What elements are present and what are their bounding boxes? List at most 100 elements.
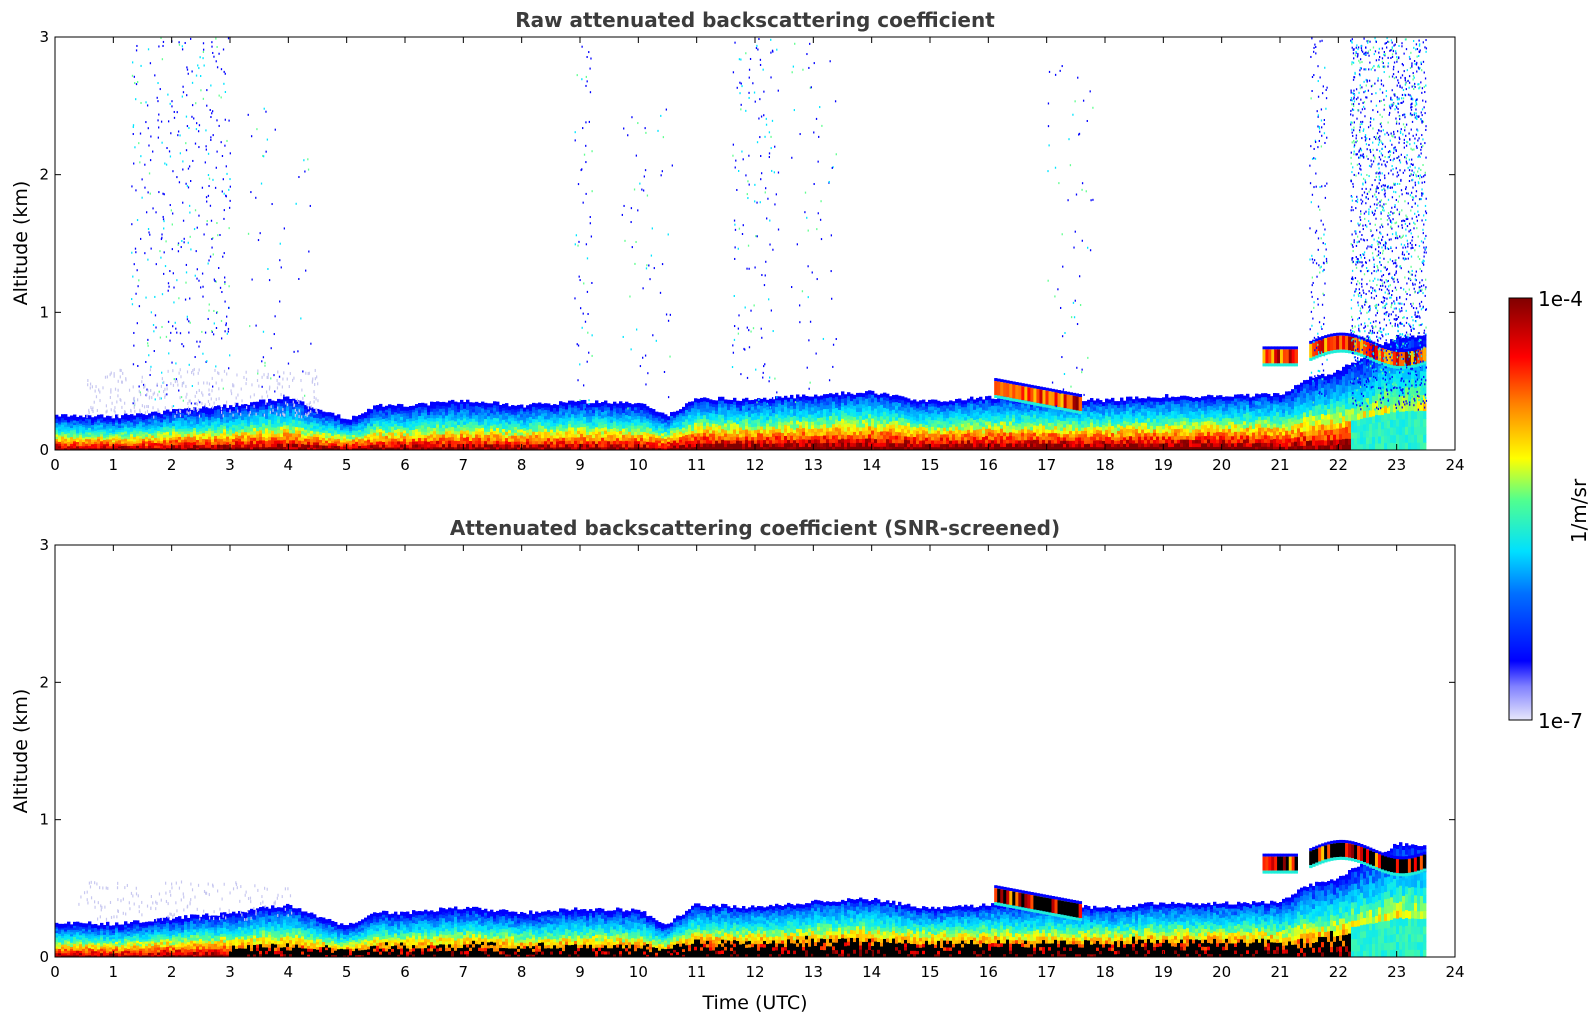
- data-cell: [70, 418, 74, 422]
- data-cell: [409, 435, 413, 439]
- data-cell: [691, 417, 695, 422]
- data-cell: [592, 409, 596, 414]
- data-cell: [784, 409, 788, 415]
- data-cell: [883, 438, 887, 443]
- data-cell: [856, 422, 860, 428]
- layer-top-edge: [403, 406, 407, 411]
- data-cell: [409, 408, 413, 413]
- data-cell: [178, 417, 182, 421]
- data-cell: [517, 410, 521, 415]
- data-cell: [568, 413, 572, 418]
- data-cell: [595, 433, 599, 438]
- data-cell: [514, 432, 518, 436]
- data-cell: [196, 418, 200, 422]
- data-cell: [166, 420, 170, 424]
- data-cell: [115, 438, 119, 442]
- data-cell: [1048, 422, 1052, 427]
- data-cell: [1039, 443, 1043, 448]
- data-cell: [715, 443, 719, 448]
- data-cell: [328, 447, 332, 450]
- data-cell: [469, 417, 473, 422]
- data-cell: [385, 408, 389, 413]
- data-cell: [604, 443, 608, 448]
- data-cell: [778, 417, 782, 422]
- data-cell: [61, 445, 65, 449]
- data-cell: [130, 447, 134, 450]
- data-cell: [1003, 435, 1007, 440]
- data-cell: [796, 438, 800, 444]
- data-cell: [445, 443, 449, 448]
- data-cell: [955, 439, 959, 444]
- data-cell: [514, 414, 518, 419]
- data-cell: [772, 436, 776, 441]
- data-cell: [502, 434, 506, 439]
- data-cell: [208, 422, 212, 426]
- data-cell: [670, 445, 674, 449]
- data-cell: [268, 425, 272, 430]
- data-cell: [694, 439, 698, 444]
- data-cell: [604, 413, 608, 418]
- data-cell: [802, 412, 806, 417]
- data-cell: [466, 436, 470, 441]
- data-cell: [469, 405, 473, 409]
- data-cell: [430, 420, 434, 425]
- data-cell: [916, 424, 920, 428]
- layer-top-edge: [706, 398, 710, 403]
- data-cell: [256, 443, 260, 448]
- data-cell: [139, 418, 143, 422]
- data-cell: [796, 401, 800, 406]
- data-cell: [913, 416, 917, 421]
- data-cell: [199, 436, 203, 440]
- data-cell: [271, 403, 275, 408]
- data-cell: [100, 424, 104, 428]
- data-cell: [175, 422, 179, 427]
- data-cell: [517, 425, 521, 430]
- data-cell: [730, 446, 734, 450]
- data-cell: [349, 432, 353, 436]
- data-cell: [619, 414, 623, 418]
- data-cell: [565, 424, 569, 429]
- data-cell: [67, 434, 71, 438]
- data-cell: [334, 434, 338, 438]
- data-cell: [760, 425, 764, 430]
- data-cell: [778, 402, 782, 408]
- data-cell: [1012, 399, 1016, 405]
- data-cell: [307, 426, 311, 431]
- data-cell: [397, 428, 401, 433]
- data-cell: [850, 427, 854, 432]
- layer-top-edge: [679, 409, 683, 414]
- data-cell: [733, 425, 737, 430]
- data-cell: [862, 430, 866, 436]
- data-cell: [1006, 404, 1010, 409]
- data-cell: [805, 446, 809, 450]
- data-cell: [268, 432, 272, 437]
- data-cell: [787, 428, 791, 433]
- data-cell: [778, 439, 782, 444]
- data-cell: [145, 436, 149, 440]
- data-cell: [391, 435, 395, 439]
- data-cell: [316, 441, 320, 446]
- data-cell: [259, 439, 263, 444]
- data-cell: [616, 431, 620, 436]
- data-cell: [631, 425, 635, 430]
- data-cell: [820, 416, 824, 422]
- data-cell: [535, 446, 539, 450]
- data-cell: [343, 443, 347, 447]
- data-cell: [808, 403, 812, 408]
- data-cell: [349, 422, 353, 426]
- data-cell: [313, 419, 317, 424]
- data-cell: [361, 421, 365, 425]
- data-cell: [508, 444, 512, 448]
- data-cell: [952, 420, 956, 425]
- data-cell: [835, 422, 839, 428]
- data-cell: [142, 438, 146, 442]
- data-cell: [427, 426, 431, 430]
- data-cell: [646, 435, 650, 439]
- data-cell: [598, 443, 602, 448]
- data-cell: [931, 443, 935, 448]
- data-cell: [184, 438, 188, 443]
- data-cell: [679, 422, 683, 427]
- data-cell: [631, 407, 635, 411]
- data-cell: [964, 446, 968, 450]
- layer-top-edge: [355, 416, 359, 421]
